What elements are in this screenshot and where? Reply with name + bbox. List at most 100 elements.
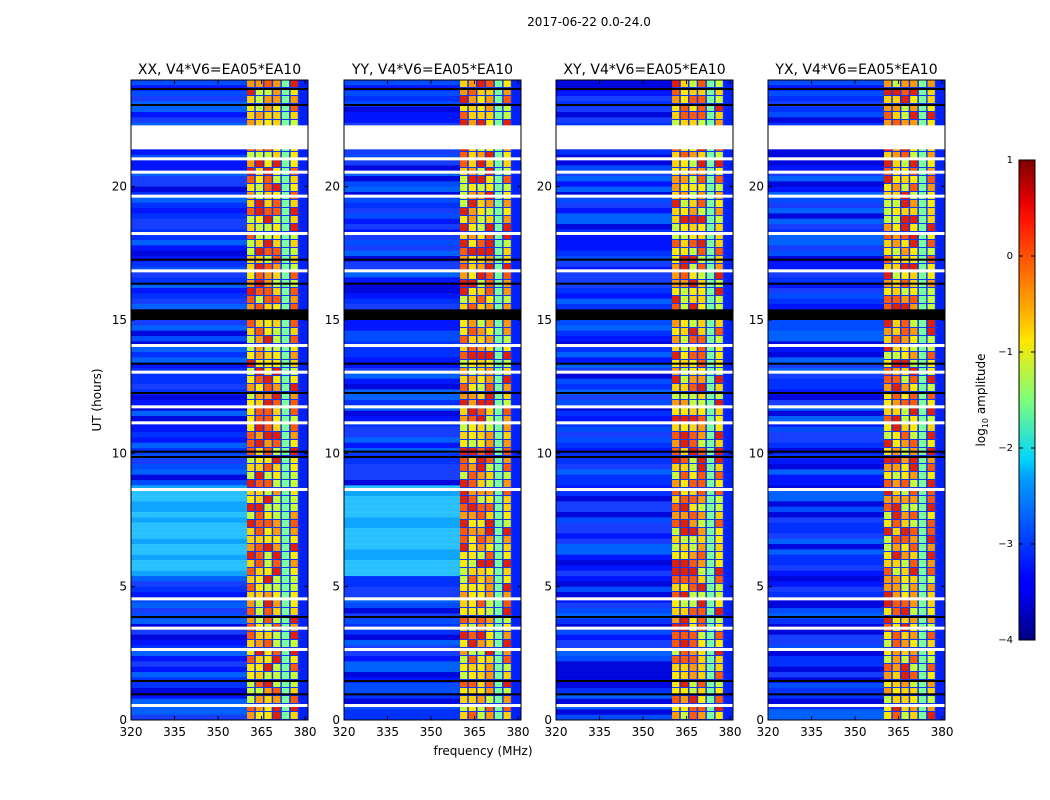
heatmap-cell xyxy=(715,160,723,167)
heatmap-cell xyxy=(706,688,715,695)
heatmap-cell xyxy=(273,160,281,167)
heatmap-cell xyxy=(680,112,688,119)
heatmap-row xyxy=(344,288,461,294)
heatmap-cell xyxy=(247,480,255,487)
heatmap-cell xyxy=(672,616,680,623)
heatmap-cell xyxy=(680,184,688,191)
heatmap-row xyxy=(131,90,248,97)
heatmap-cell xyxy=(255,440,263,447)
data-gap xyxy=(768,125,945,150)
heatmap-cell xyxy=(698,384,706,391)
heatmap-cell xyxy=(892,480,900,487)
flag-line xyxy=(556,104,733,106)
heatmap-cell xyxy=(680,600,688,607)
heatmap-cell xyxy=(884,376,892,383)
x-tick-label: 350 xyxy=(420,725,443,739)
heatmap-cell xyxy=(680,160,688,167)
heatmap-row xyxy=(768,293,885,300)
flag-line xyxy=(768,693,945,696)
flag-line xyxy=(131,450,308,453)
heatmap-cell xyxy=(884,472,892,479)
heatmap-cell xyxy=(273,568,281,575)
heatmap-cell xyxy=(672,592,680,599)
heatmap-cell xyxy=(477,512,485,519)
heatmap-cell xyxy=(468,600,476,607)
heatmap-cell xyxy=(689,320,697,327)
axes-frame xyxy=(343,79,522,721)
heatmap-row xyxy=(131,277,248,284)
heatmap-cell xyxy=(892,408,900,415)
heatmap-cell xyxy=(901,616,909,623)
heatmap-row xyxy=(556,362,673,369)
heatmap-cell xyxy=(477,536,485,543)
heatmap-cell xyxy=(927,568,935,575)
heatmap-row xyxy=(131,464,248,470)
heatmap-cell xyxy=(494,616,503,623)
heatmap-cell xyxy=(273,296,281,303)
heatmap-cell xyxy=(503,288,511,295)
y-tick-label: 0 xyxy=(119,713,127,727)
heatmap-row xyxy=(556,336,673,342)
heatmap-cell xyxy=(680,584,688,591)
heatmap-cell xyxy=(290,264,298,271)
heatmap-row xyxy=(556,602,673,609)
heatmap-cell xyxy=(264,376,272,383)
heatmap-cell xyxy=(247,616,255,623)
heatmap-row xyxy=(768,464,885,470)
heatmap-cell xyxy=(715,336,723,343)
heatmap-cell xyxy=(468,208,476,215)
heatmap-row xyxy=(344,240,461,246)
heatmap-cell xyxy=(892,632,900,639)
heatmap-cell xyxy=(281,464,290,471)
heatmap-cell xyxy=(255,648,263,655)
heatmap-cell xyxy=(892,224,900,231)
heatmap-cell xyxy=(910,552,918,559)
heatmap-row xyxy=(344,293,461,300)
heatmap-row xyxy=(768,517,885,524)
heatmap-cell xyxy=(477,320,485,327)
heatmap-row xyxy=(131,293,248,300)
heatmap-cell xyxy=(468,200,476,207)
heatmap-cell xyxy=(503,104,511,111)
heatmap-row xyxy=(131,416,248,422)
x-tick-label: 380 xyxy=(507,725,530,739)
heatmap-cell xyxy=(486,584,494,591)
heatmap-cell xyxy=(689,432,697,439)
heatmap-row xyxy=(768,288,885,294)
heatmap-cell xyxy=(468,528,476,535)
heatmap-cell xyxy=(264,208,272,215)
heatmap-cell xyxy=(264,664,272,671)
heatmap-cell xyxy=(460,328,468,335)
heatmap-row xyxy=(556,560,673,566)
heatmap-cell xyxy=(460,224,468,231)
heatmap-row xyxy=(344,352,461,358)
heatmap-cell xyxy=(910,320,918,327)
heatmap-cell xyxy=(264,536,272,543)
x-tick-label: 365 xyxy=(887,725,910,739)
heatmap-cell xyxy=(264,592,272,599)
heatmap-cell xyxy=(503,584,511,591)
heatmap-cell xyxy=(281,208,290,215)
flag-line xyxy=(131,616,308,618)
heatmap-cell xyxy=(273,536,281,543)
heatmap-cell xyxy=(672,552,680,559)
heatmap-cell xyxy=(247,400,255,407)
heatmap-cell xyxy=(486,336,494,343)
heatmap-cell xyxy=(264,432,272,439)
heatmap-cell xyxy=(715,432,723,439)
heatmap-row xyxy=(131,96,248,102)
heatmap-cell xyxy=(264,352,272,359)
heatmap-cell xyxy=(290,576,298,583)
heatmap-cell xyxy=(689,104,697,111)
heatmap-cell xyxy=(901,504,909,511)
heatmap-row xyxy=(344,560,461,566)
heatmap-cell xyxy=(884,304,892,311)
heatmap-cell xyxy=(273,232,281,239)
heatmap-cell xyxy=(672,472,680,479)
heatmap-cell xyxy=(281,496,290,503)
heatmap-cell xyxy=(927,664,935,671)
heatmap-cell xyxy=(892,352,900,359)
heatmap-cell xyxy=(698,336,706,343)
heatmap-row xyxy=(556,688,673,694)
